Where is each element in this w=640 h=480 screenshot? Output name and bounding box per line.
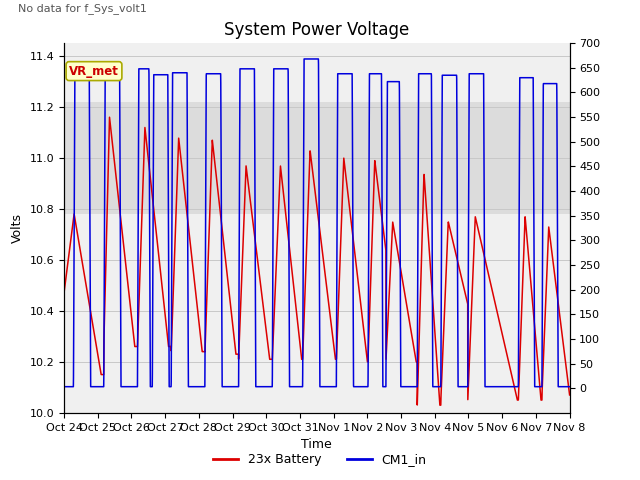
Title: System Power Voltage: System Power Voltage [224,21,410,39]
Y-axis label: Volts: Volts [11,213,24,243]
X-axis label: Time: Time [301,438,332,451]
Bar [64,102,570,214]
Text: VR_met: VR_met [69,65,119,78]
Legend: 23x Battery, CM1_in: 23x Battery, CM1_in [208,448,432,471]
Text: No data for f_Sys_volt1: No data for f_Sys_volt1 [19,3,147,13]
